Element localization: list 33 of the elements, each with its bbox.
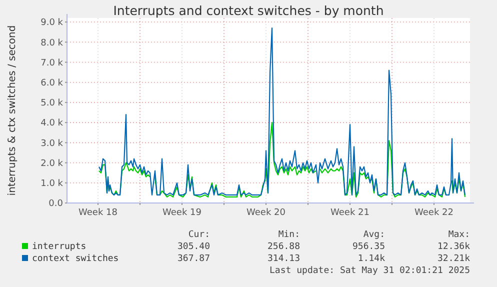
y-tick-label: 6.0 k [40,78,64,88]
x-tick-label: Week 18 [78,208,118,218]
text: 256.88 [267,242,300,252]
text: 32.21k [437,254,471,264]
x-tick-label: Week 20 [246,208,286,218]
text: Cur: [188,230,210,240]
text: Min: [278,230,300,240]
y-tick-label: 0.0 [48,199,64,210]
x-tick-label: Week 19 [162,208,202,218]
y-tick-label: 8.0 k [40,38,64,48]
y-tick-label: 4.0 k [40,118,64,129]
legend-label: interrupts [32,242,86,252]
y-tick-label: 1.0 k [40,179,64,190]
line-series [98,28,466,196]
text: 12.36k [437,242,471,252]
text: 956.35 [352,242,385,252]
text: 305.40 [177,242,210,252]
y-axis-title: interrupts & ctx switches / second [7,25,18,196]
text: 367.87 [177,254,210,264]
x-tick-label: Week 21 [330,208,370,218]
y-tick-label: 5.0 k [40,98,64,109]
text: Max: [448,230,470,240]
y-tick-label: 3.0 k [40,138,64,149]
text: 314.13 [267,254,300,264]
text: Avg: [363,230,385,240]
y-tick-label: 2.0 k [40,158,64,169]
chart-title: Interrupts and context switches - by month [113,3,384,18]
x-tick-label: Week 22 [414,208,454,218]
legend-label: context switches [32,254,119,264]
text: Last update: Sat May 31 02:01:21 2025 [270,266,470,276]
y-tick-label: 7.0 k [40,58,64,68]
y-tick-label: 9.0 k [40,18,64,28]
text: 1.14k [358,254,386,264]
